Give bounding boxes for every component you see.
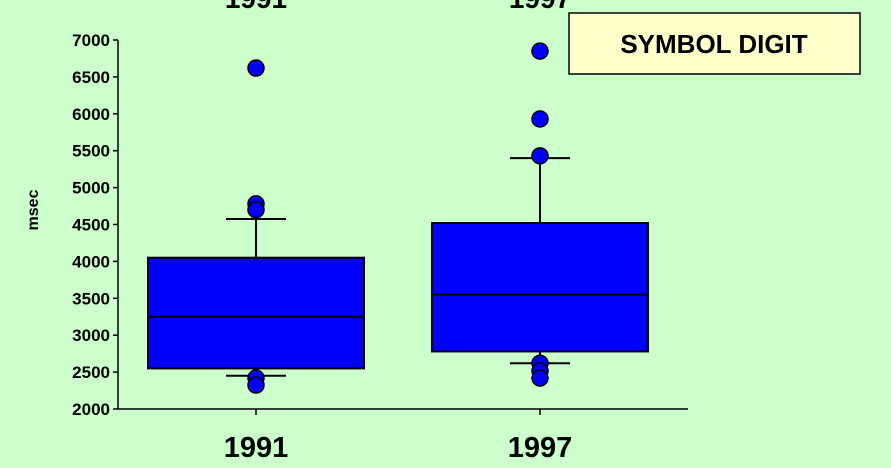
outlier <box>531 369 549 387</box>
y-tick-label: 2500 <box>72 363 110 382</box>
outlier <box>531 42 549 60</box>
box <box>147 256 365 370</box>
annotation: SYMBOL DIGIT <box>620 29 807 59</box>
y-tick-label: 6000 <box>72 105 110 124</box>
y-tick-label: 4500 <box>72 216 110 235</box>
top-label: 1991 <box>225 0 287 14</box>
x-tick-label: 1997 <box>508 432 573 464</box>
y-tick-label: 2000 <box>72 400 110 419</box>
x-tick-label: 1991 <box>224 432 289 464</box>
y-tick-label: 3000 <box>72 326 110 345</box>
y-tick-label: 3500 <box>72 289 110 308</box>
y-tick-label: 6500 <box>72 68 110 87</box>
outlier <box>247 59 265 77</box>
outlier <box>247 200 265 219</box>
top-label: 1997 <box>509 0 571 14</box>
outlier <box>247 376 265 394</box>
y-tick-label: 4000 <box>72 252 110 271</box>
y-tick-label: 5000 <box>72 179 110 198</box>
annotation-box <box>568 12 861 75</box>
y-tick-label: 5500 <box>72 142 110 161</box>
y-tick-label: 7000 <box>72 31 110 50</box>
outlier <box>531 147 549 165</box>
box <box>431 222 649 353</box>
y-axis-label: msec <box>25 189 42 230</box>
outlier <box>531 110 549 128</box>
